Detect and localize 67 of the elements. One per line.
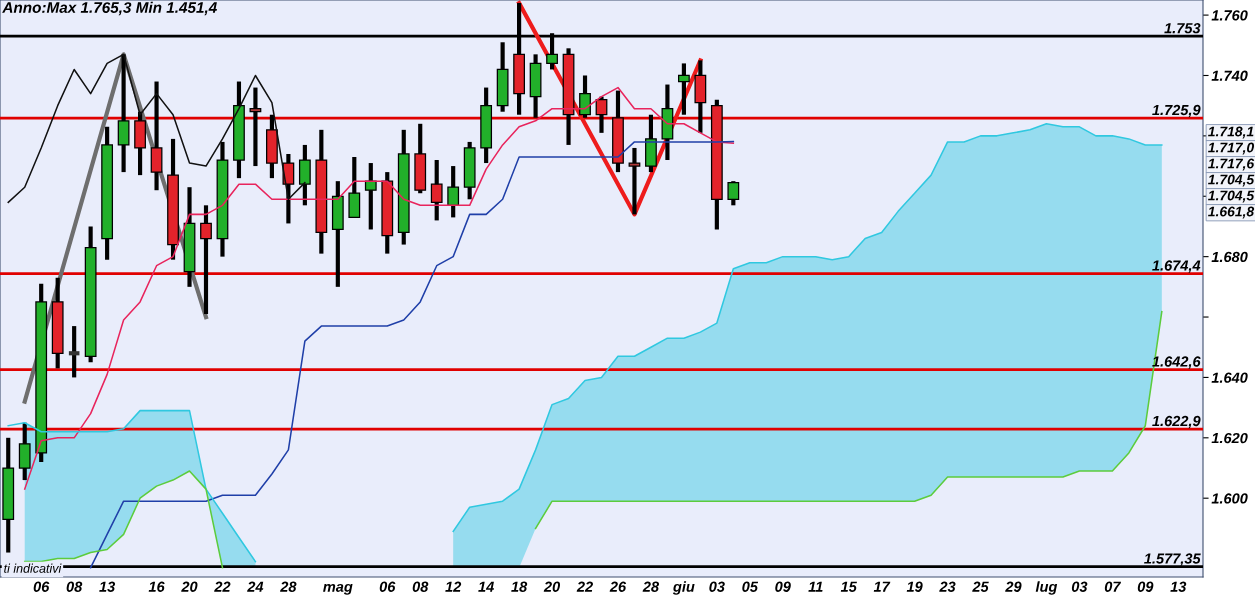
x-tick-label: lug: [1035, 581, 1058, 595]
x-tick-label: 09: [1137, 581, 1154, 592]
ref-line-label: 1.753: [1164, 23, 1201, 34]
annotation: ti indicativi: [4, 563, 62, 573]
ref-line-label: 1.674,4: [1152, 260, 1201, 273]
candlestick: [677, 63, 690, 115]
ref-line-label: 1.622,9: [1152, 415, 1201, 429]
x-tick-label: 16: [148, 581, 165, 592]
text: 1.661,8: [1208, 206, 1255, 219]
x-tick-label: 22: [214, 581, 231, 592]
x-tick-label: 05: [742, 581, 759, 592]
x-tick-label: 07: [1104, 581, 1122, 592]
text: 1.717,0: [1208, 142, 1255, 155]
x-tick-label: 28: [280, 581, 297, 592]
x-tick-label: 28: [642, 581, 660, 592]
text: 1.717,6: [1208, 158, 1255, 171]
x-tick-label: 19: [906, 581, 923, 592]
y-tick-label: 1.600: [1211, 493, 1248, 504]
x-tick-label: 06: [379, 581, 396, 592]
x-tick-label: giu: [672, 581, 695, 595]
candlestick: [447, 166, 460, 218]
candlestick: [282, 153, 295, 224]
text: 1.704,5: [1208, 190, 1255, 203]
x-tick-label: 03: [1071, 581, 1088, 592]
chart-title: Anno:Max 1.765,3 Min 1.451,4: [2, 1, 217, 16]
x-tick-label: 26: [609, 581, 627, 592]
x-tick-label: 17: [873, 581, 891, 592]
x-tick-label: 23: [939, 581, 956, 592]
candlestick: [200, 205, 212, 315]
x-tick-label: 12: [445, 581, 462, 592]
x-tick-label: mag: [323, 583, 353, 595]
x-tick-label: 06: [33, 581, 50, 592]
x-tick-label: 08: [412, 581, 429, 592]
candlestick: [430, 160, 443, 221]
candlestick: [68, 326, 80, 378]
candlestick: [364, 163, 377, 230]
y-tick-label: 1.760: [1211, 10, 1248, 21]
text: 1.704,5: [1208, 174, 1255, 187]
x-tick-label: 25: [972, 581, 989, 592]
x-tick-label: 13: [99, 581, 116, 592]
candlestick: [628, 147, 641, 215]
x-tick-label: 09: [775, 581, 791, 592]
x-tick-label: 29: [1005, 581, 1022, 592]
y-tick-label: 1.640: [1211, 372, 1248, 383]
candlestick: [249, 87, 262, 167]
y-tick-label: 1.680: [1211, 251, 1248, 263]
y-tick-label: 1.740: [1211, 70, 1248, 81]
candlestick: [595, 96, 608, 133]
line-series: [23, 86, 735, 490]
y-tick-label: 1.620: [1211, 432, 1248, 444]
x-tick-label: 24: [247, 581, 264, 592]
x-tick-label: 11: [808, 581, 823, 592]
x-tick-label: 13: [1170, 581, 1187, 592]
x-tick-label: 20: [181, 581, 198, 592]
ref-line-label: 1.725,9: [1152, 104, 1201, 118]
x-tick-label: 08: [66, 581, 83, 592]
x-tick-label: 20: [543, 581, 561, 592]
text: 1.718,1: [1208, 126, 1254, 139]
ref-line-label: 1.577,35: [1144, 553, 1201, 566]
x-tick-label: 18: [511, 581, 528, 592]
x-tick-label: 22: [576, 581, 593, 592]
x-tick-label: 14: [478, 581, 495, 592]
candlestick: [727, 181, 740, 206]
line-series: [89, 140, 735, 569]
x-tick-label: 15: [840, 581, 857, 592]
x-tick-label: 03: [709, 581, 725, 592]
candlestick: [579, 75, 591, 118]
